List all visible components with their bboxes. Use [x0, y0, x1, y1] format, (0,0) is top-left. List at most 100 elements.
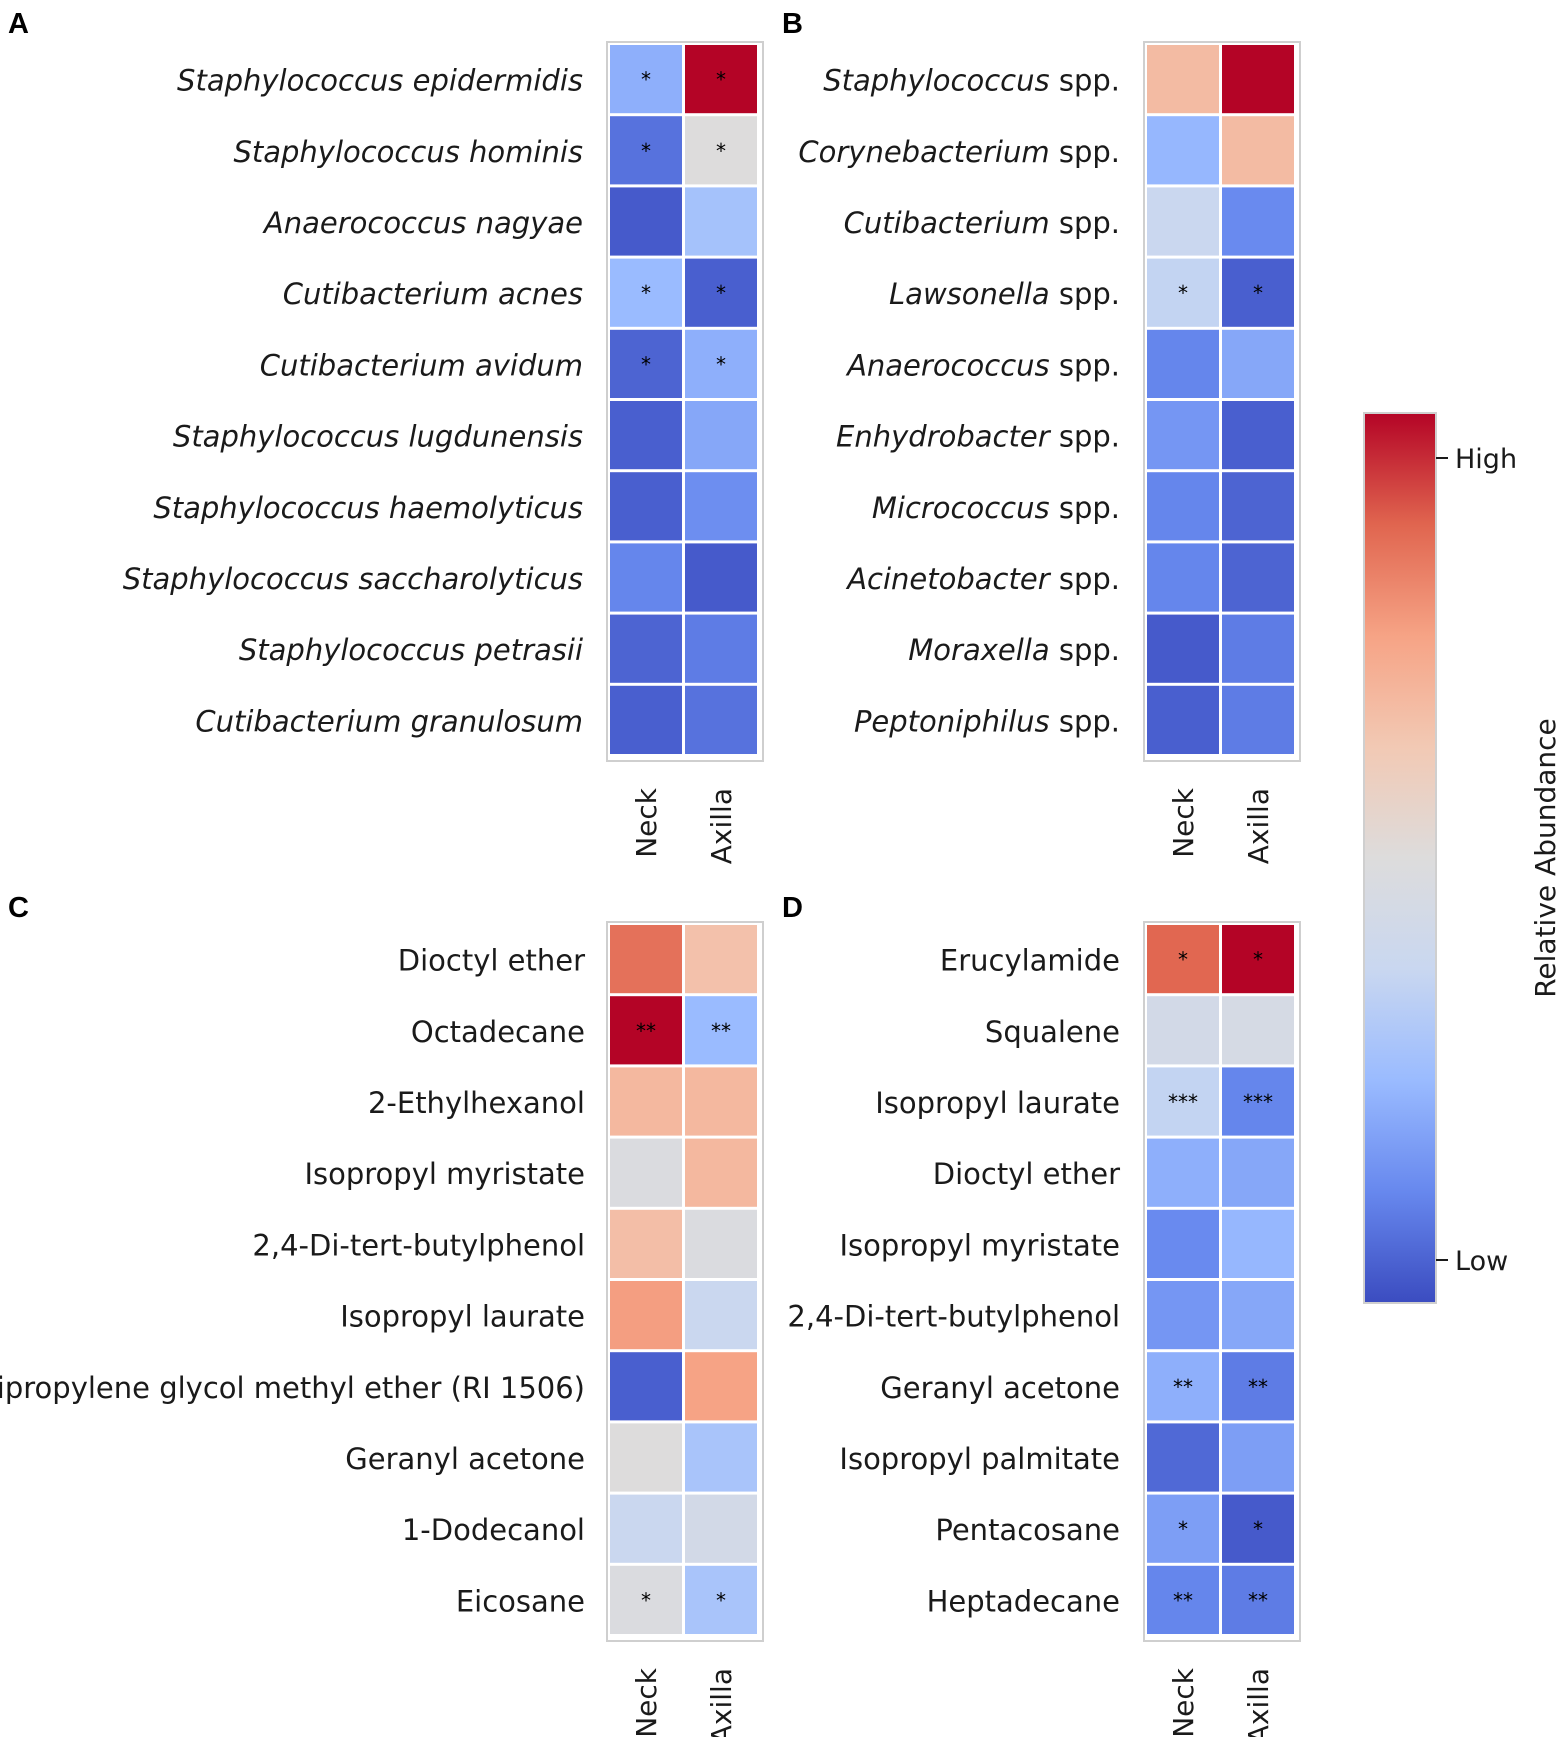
row-label-b: Cutibacterium spp.: [844, 206, 1120, 240]
panel-letter-c: C: [8, 892, 29, 924]
significance-mark-a: *: [716, 352, 726, 376]
heatmap-cell-b: [1222, 614, 1294, 683]
row-label-b: Anaerococcus spp.: [845, 348, 1120, 382]
column-label-b: Axilla: [1242, 788, 1275, 864]
significance-mark-a: *: [641, 139, 651, 163]
row-label-d: Squalene: [985, 1015, 1120, 1049]
significance-mark-b: *: [1178, 281, 1188, 305]
panel-letter-a: A: [8, 8, 29, 40]
row-label-c: Isopropyl laurate: [340, 1300, 585, 1334]
heatmap-cell-b: [1222, 401, 1294, 470]
row-label-b: Moraxella spp.: [908, 633, 1120, 667]
row-label-d: Isopropyl myristate: [839, 1228, 1120, 1262]
column-label-b: Neck: [1167, 787, 1200, 858]
heatmap-cell-c: [610, 1209, 682, 1278]
heatmap-cell-c: [685, 1352, 757, 1421]
heatmap-cell-a: [685, 45, 757, 114]
row-label-a: Cutibacterium avidum: [260, 348, 583, 382]
significance-mark-b: *: [1253, 281, 1263, 305]
heatmap-cell-c: [610, 1565, 682, 1634]
row-label-d: 2,4-Di-tert-butylphenol: [787, 1300, 1120, 1334]
heatmap-cell-a: [610, 187, 682, 256]
heatmap-cell-c: [610, 1352, 682, 1421]
row-label-d: Isopropyl palmitate: [839, 1442, 1120, 1476]
colorbar: High Low Relative Abundance: [1363, 412, 1562, 1304]
column-label-c: Axilla: [705, 1668, 738, 1737]
row-label-a: Staphylococcus petrasii: [239, 633, 583, 667]
significance-mark-a: *: [716, 139, 726, 163]
heatmap-cell-a: [685, 329, 757, 398]
heatmap-cell-b: [1147, 116, 1219, 185]
heatmap-cell-d: [1222, 1565, 1294, 1634]
heatmap-panel-b: B Staphylococcus spp. Corynebacterium spp.…: [782, 8, 1301, 864]
heatmap-cell-a: [610, 258, 682, 327]
row-label-c: 2,4-Di-tert-butylphenol: [252, 1228, 585, 1262]
heatmap-cell-b: [1222, 329, 1294, 398]
significance-mark-d: **: [1248, 1588, 1268, 1612]
heatmap-cell-d: [1147, 1565, 1219, 1634]
row-label-d: Erucylamide: [940, 944, 1120, 978]
significance-mark-a: *: [716, 281, 726, 305]
significance-mark-d: *: [1253, 948, 1263, 972]
heatmap-cell-a: [685, 187, 757, 256]
row-label-a: Staphylococcus haemolyticus: [153, 491, 583, 525]
heatmap-cell-d: [1147, 1494, 1219, 1563]
heatmap-cell-c: [610, 925, 682, 994]
row-label-a: Staphylococcus epidermidis: [177, 64, 583, 98]
heatmap-cell-c: [685, 1209, 757, 1278]
row-label-b: Corynebacterium spp.: [798, 135, 1120, 169]
heatmap-cell-a: [685, 258, 757, 327]
heatmap-cell-d: [1147, 1423, 1219, 1492]
heatmap-cell-d: [1222, 1352, 1294, 1421]
heatmap-cell-d: [1222, 925, 1294, 994]
heatmap-cell-d: [1222, 1281, 1294, 1350]
row-label-c: 2-Ethylhexanol: [368, 1086, 585, 1120]
heatmap-cell-d: [1147, 996, 1219, 1065]
heatmap-cell-c: [610, 1281, 682, 1350]
significance-mark-d: *: [1253, 1517, 1263, 1541]
heatmap-cell-c: [685, 1565, 757, 1634]
row-label-d: Heptadecane: [927, 1584, 1120, 1618]
heatmap-cell-a: [685, 401, 757, 470]
row-label-c: Isopropyl myristate: [304, 1157, 585, 1191]
row-label-a: Staphylococcus saccharolyticus: [123, 562, 583, 596]
row-label-b: Enhydrobacter spp.: [836, 420, 1120, 454]
row-label-a: Staphylococcus hominis: [233, 135, 583, 169]
heatmap-cell-b: [1222, 543, 1294, 612]
heatmap-cell-a: [685, 614, 757, 683]
row-label-b: Peptoniphilus spp.: [854, 704, 1120, 738]
significance-mark-c: *: [641, 1588, 651, 1612]
heatmap-cell-d: [1222, 1494, 1294, 1563]
column-label-d: Axilla: [1242, 1668, 1275, 1737]
panel-letter-d: D: [782, 892, 803, 924]
row-label-c: Dipropylene glycol methyl ether (RI 1506…: [0, 1371, 585, 1405]
heatmap-cell-a: [610, 45, 682, 114]
heatmap-cell-b: [1222, 685, 1294, 754]
heatmap-cell-a: [685, 472, 757, 541]
row-label-d: Geranyl acetone: [880, 1371, 1120, 1405]
heatmap-cell-b: [1222, 472, 1294, 541]
significance-mark-d: **: [1173, 1588, 1193, 1612]
heatmap-cell-a: [685, 116, 757, 185]
heatmap-cell-a: [610, 614, 682, 683]
row-label-a: Cutibacterium acnes: [283, 277, 583, 311]
heatmap-cell-b: [1147, 472, 1219, 541]
heatmap-cell-c: [610, 1423, 682, 1492]
heatmap-cell-c: [685, 996, 757, 1065]
column-label-a: Axilla: [705, 788, 738, 864]
row-label-b: Lawsonella spp.: [889, 277, 1120, 311]
heatmap-cell-d: [1222, 1067, 1294, 1136]
row-label-c: Octadecane: [411, 1015, 585, 1049]
colorbar-title: Relative Abundance: [1529, 718, 1562, 998]
heatmap-cell-b: [1222, 45, 1294, 114]
heatmap-cell-c: [610, 1067, 682, 1136]
heatmap-cell-d: [1147, 1209, 1219, 1278]
heatmap-cell-a: [610, 401, 682, 470]
significance-mark-a: *: [641, 352, 651, 376]
heatmap-cell-a: [610, 543, 682, 612]
column-label-c: Neck: [630, 1667, 663, 1737]
heatmap-cell-b: [1147, 685, 1219, 754]
significance-mark-d: **: [1173, 1375, 1193, 1399]
colorbar-high-label: High: [1455, 444, 1517, 475]
